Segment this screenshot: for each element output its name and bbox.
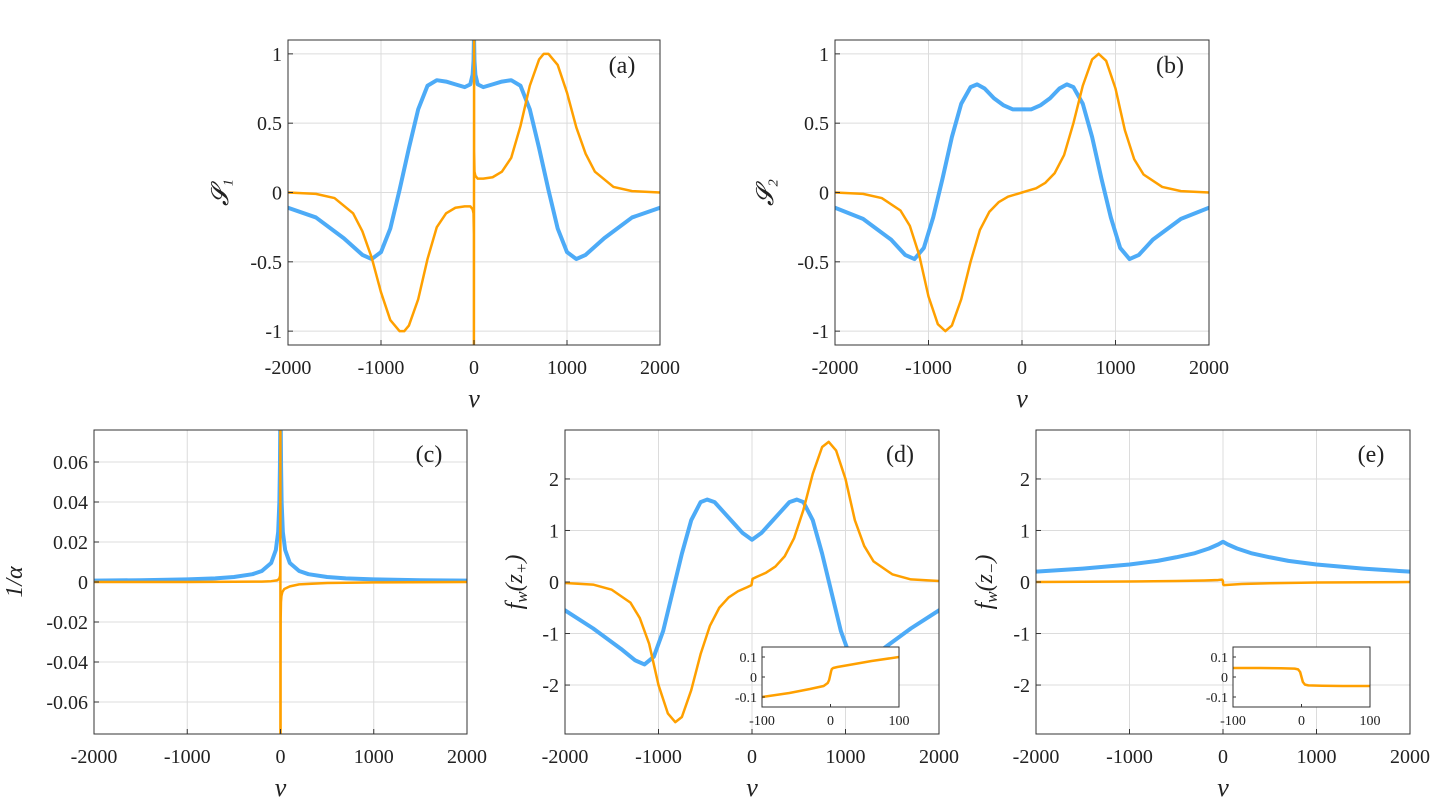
x-tick-label: 0 [276,746,286,768]
inset-x-tick-label: 0 [827,714,834,729]
x-tick-label: -2000 [71,746,118,768]
inset-x-tick-label: 0 [1298,714,1305,729]
x-tick-label: 2000 [640,357,680,379]
x-axis-label: ν [746,773,758,802]
series-line-2 [565,440,939,724]
y-tick-label: -1 [812,321,829,343]
panel-label: (c) [416,442,443,468]
y-tick-label: 0.5 [257,113,282,135]
x-axis-label: ν [1217,773,1229,802]
x-tick-label: -1000 [164,746,211,768]
x-tick-label: 2000 [919,746,959,768]
inset-series-line-1 [1233,666,1370,688]
x-tick-label: 1000 [1297,746,1337,768]
inset-y-tick-label: 0 [1221,671,1228,686]
x-tick-label: -1000 [358,357,405,379]
y-tick-label: 0.04 [53,492,88,514]
panel-d: -2000 -1000 0 1000 2000-2-1012νfw(z+)(d)-100… [502,429,959,802]
y-tick-label: -2 [542,675,559,697]
series-line-1 [1036,539,1410,574]
inset-y-tick-label: 0.1 [1211,651,1229,666]
y-tick-label: 0.5 [804,113,829,135]
series-line-1 [94,430,467,583]
y-tick-label: -1 [542,624,559,646]
y-tick-label: 0 [272,183,282,205]
y-tick-label: -0.02 [46,612,88,634]
inset-e: -100 0 100 -0.1 0 0.1 [1206,646,1381,729]
y-tick-label: 1 [819,44,829,66]
y-tick-label: 0 [78,572,88,594]
inset-y-tick-label: -0.1 [735,691,757,706]
y-axis-label: 𝓢₂ [753,179,779,206]
x-tick-label: -2000 [1013,746,1060,768]
y-tick-label: 0 [819,183,829,205]
y-tick-label: -0.5 [797,252,829,274]
y-tick-label: 0.06 [53,452,88,474]
series-line-2 [1036,578,1410,587]
inset-series-line-1 [762,655,899,699]
y-tick-label: 0.02 [53,532,88,554]
y-tick-label: -0.06 [46,692,88,714]
x-tick-label: 2000 [1189,357,1229,379]
inset-d: -100 0 100 -0.1 0 0.1 [735,646,910,729]
panel-e: -2000 -1000 0 1000 2000-2-1012νfw(z−)(e)-100… [972,429,1430,802]
inset-y-tick-label: 0.1 [740,651,758,666]
y-tick-label: -0.04 [46,652,88,674]
x-tick-label: 0 [469,357,479,379]
x-tick-label: 0 [1017,357,1027,379]
x-tick-label: 1000 [547,357,587,379]
y-tick-label: -0.5 [250,252,282,274]
x-axis-label: ν [1016,384,1028,413]
inset-x-tick-label: -100 [1220,714,1246,729]
y-tick-label: 0 [1020,572,1030,594]
x-tick-label: -2000 [542,746,589,768]
x-axis-label: ν [275,773,287,802]
inset-y-tick-label: 0 [750,671,757,686]
series-line-2 [288,40,660,345]
panel-c: -2000 -1000 0 1000 2000 -0.06 -0.04 -0.02 0 0.02 0… [2,429,487,802]
y-axis-label: fw(z+) [502,555,531,610]
x-tick-label: 2000 [1390,746,1430,768]
x-tick-label: 1000 [1096,357,1136,379]
x-tick-label: -1000 [1106,746,1153,768]
series-line-1 [835,82,1209,262]
panel-label: (e) [1358,442,1385,468]
y-axis-label: 1/α [2,566,28,598]
inset-x-tick-label: -100 [749,714,775,729]
y-tick-label: -1 [1013,624,1030,646]
panel-a: -2000 -1000 0 1000 2000 -1 -0.5 0 0.5 1 ν 𝓢₁ (a) [208,39,680,413]
x-tick-label: -1000 [635,746,682,768]
y-tick-label: -2 [1013,675,1030,697]
x-tick-label: 2000 [447,746,487,768]
inset-x-tick-label: 100 [889,714,910,729]
panel-b: -2000 -1000 0 1000 2000 -1 -0.5 0 0.5 1 ν 𝓢₂ (b) [753,39,1229,413]
x-tick-label: -2000 [265,357,312,379]
series-line-2 [835,52,1209,333]
y-axis-label: 𝓢₁ [208,179,234,206]
y-tick-label: 1 [272,44,282,66]
x-tick-label: -2000 [812,357,859,379]
y-tick-label: 2 [549,469,559,491]
x-axis-label: ν [468,384,480,413]
inset-x-tick-label: 100 [1360,714,1381,729]
x-tick-label: 1000 [354,746,394,768]
x-tick-label: 0 [1218,746,1228,768]
panel-label: (b) [1156,53,1184,79]
series-line-2 [94,430,467,734]
y-axis-label: fw(z−) [972,555,1001,610]
x-tick-label: 1000 [826,746,866,768]
y-tick-label: 1 [549,520,559,542]
series-line-1 [288,40,660,262]
inset-y-tick-label: -0.1 [1206,691,1228,706]
y-tick-label: 2 [1020,469,1030,491]
x-tick-label: 0 [747,746,757,768]
x-tick-label: -1000 [905,357,952,379]
y-tick-label: 0 [549,572,559,594]
panel-label: (d) [886,442,914,468]
y-tick-label: -1 [265,321,282,343]
panel-label: (a) [609,53,636,79]
y-tick-label: 1 [1020,520,1030,542]
